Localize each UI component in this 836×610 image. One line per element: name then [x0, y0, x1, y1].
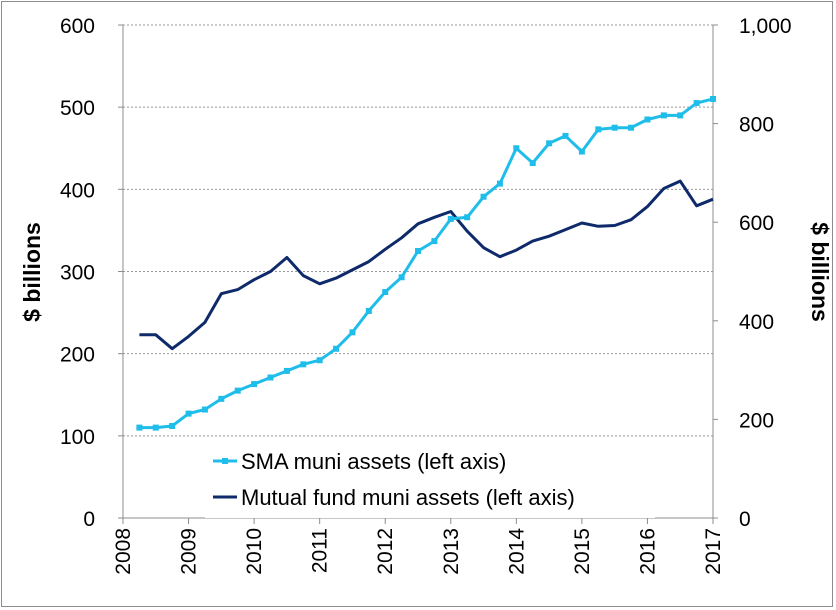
sma-point	[283, 367, 290, 374]
x-tick-label: 2009	[178, 528, 201, 575]
sma-point	[349, 329, 356, 336]
sma-point	[464, 214, 471, 221]
sma-point	[595, 126, 602, 133]
sma-point	[644, 116, 651, 123]
sma-point	[611, 124, 618, 131]
x-tick-label: 2011	[309, 528, 332, 573]
sma-point	[365, 307, 372, 314]
x-tick-label: 2014	[505, 528, 528, 575]
left-y-tick-label: 200	[60, 344, 95, 367]
right-y-tick-label: 1,000	[739, 15, 792, 38]
sma-point	[415, 247, 421, 254]
left-y-tick-label: 500	[60, 97, 95, 120]
sma-point	[267, 374, 274, 381]
sma-point	[578, 148, 585, 155]
sma-point	[136, 424, 143, 431]
right-y-tick-label: 400	[739, 311, 774, 334]
right-y-tick-label: 800	[739, 114, 774, 137]
sma-point	[300, 361, 307, 368]
sma-point	[496, 180, 503, 187]
sma-point	[447, 215, 454, 222]
legend-mutual-fund-label: Mutual fund muni assets (left axis)	[241, 485, 575, 510]
right-y-tick-label: 0	[739, 508, 751, 531]
sma-point	[398, 274, 405, 281]
sma-point	[169, 422, 176, 429]
sma-point	[218, 395, 225, 402]
sma-point	[513, 145, 520, 152]
left-y-tick-label: 600	[60, 15, 95, 38]
legend-sma-swatch-marker	[222, 458, 228, 464]
x-tick-label: 2017	[702, 528, 725, 575]
x-tick-label: 2015	[571, 528, 594, 575]
sma-point	[251, 381, 258, 388]
sma-point	[693, 100, 700, 107]
sma-point	[546, 140, 553, 147]
sma-point	[234, 387, 241, 394]
sma-point	[382, 289, 389, 296]
sma-point	[185, 410, 192, 417]
left-y-tick-label: 0	[83, 508, 95, 531]
right-y-tick-label: 200	[739, 409, 774, 432]
sma-point	[480, 193, 487, 200]
x-tick-label: 2013	[440, 528, 463, 575]
sma-point	[677, 112, 684, 119]
left-y-tick-labels: 0 100 200 300 400 500 600	[60, 15, 95, 531]
series-lines	[136, 95, 716, 431]
right-y-tick-label: 600	[739, 212, 774, 235]
left-y-tick-label: 300	[60, 262, 95, 285]
left-y-axis-title: $ billions	[19, 222, 45, 322]
sma-point	[628, 124, 635, 131]
sma-point	[333, 345, 340, 352]
sma-point	[710, 95, 716, 102]
left-y-tick-label: 400	[60, 179, 95, 202]
x-tick-label: 2012	[374, 528, 397, 575]
sma-point	[152, 424, 159, 431]
sma-point	[529, 160, 536, 167]
mutual-fund-series-line	[139, 179, 714, 351]
x-tick-labels: 2008 2009 2010 2011 2012 2013 2014 2015 2016 2017	[112, 528, 725, 575]
right-y-axis-title: $ billions	[807, 222, 833, 322]
right-y-tick-labels: 0 200 400 600 800 1,000	[739, 15, 792, 531]
legend: SMA muni assets (left axis) Mutual fund …	[205, 440, 655, 518]
left-y-tick-label: 100	[60, 426, 95, 449]
x-tick-label: 2010	[243, 528, 266, 575]
x-tick-label: 2016	[636, 528, 659, 575]
legend-sma-label: SMA muni assets (left axis)	[241, 449, 506, 474]
sma-point	[316, 357, 323, 364]
sma-point	[562, 132, 569, 139]
sma-series-line	[139, 97, 714, 430]
sma-point	[660, 112, 667, 119]
sma-point	[201, 406, 208, 413]
sma-point	[431, 238, 438, 245]
x-tick-label: 2008	[112, 528, 135, 575]
gridlines	[123, 24, 713, 437]
